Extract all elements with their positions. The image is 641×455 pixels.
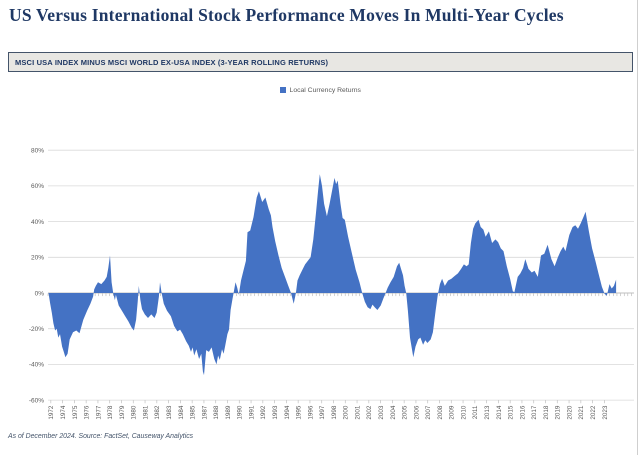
svg-text:0%: 0% — [35, 290, 45, 297]
svg-text:1979: 1979 — [119, 405, 126, 420]
svg-text:2008: 2008 — [437, 405, 444, 420]
svg-text:1977: 1977 — [95, 405, 102, 420]
chart-banner: MSCI USA INDEX MINUS MSCI WORLD EX-USA I… — [8, 52, 633, 72]
svg-text:2002: 2002 — [366, 405, 373, 420]
slide-right-border — [637, 0, 638, 455]
svg-text:1992: 1992 — [260, 405, 267, 420]
svg-text:2006: 2006 — [413, 405, 420, 420]
chart-svg: 80% 60% 40% 20% 0% -20% -40% -60% 1972 1974 1975 19… — [29, 148, 634, 420]
svg-text:2013: 2013 — [484, 405, 491, 420]
svg-text:1988: 1988 — [213, 405, 220, 420]
svg-text:-20%: -20% — [29, 326, 44, 333]
footnote: As of December 2024. Source: FactSet, Ca… — [8, 433, 194, 440]
svg-text:2018: 2018 — [543, 405, 550, 420]
svg-text:2016: 2016 — [519, 405, 526, 420]
svg-text:1990: 1990 — [237, 405, 244, 420]
svg-text:1976: 1976 — [84, 405, 91, 420]
svg-text:2003: 2003 — [378, 405, 385, 420]
svg-text:1972: 1972 — [48, 405, 55, 420]
svg-text:1997: 1997 — [319, 405, 326, 420]
svg-text:1974: 1974 — [60, 405, 67, 420]
svg-text:2001: 2001 — [354, 405, 361, 420]
svg-text:2015: 2015 — [508, 405, 515, 420]
svg-text:2022: 2022 — [590, 405, 597, 420]
svg-text:1994: 1994 — [284, 405, 291, 420]
chart-banner-label: MSCI USA INDEX MINUS MSCI WORLD EX-USA I… — [15, 57, 329, 67]
svg-text:1998: 1998 — [331, 405, 338, 420]
svg-text:1982: 1982 — [154, 405, 161, 420]
svg-text:60%: 60% — [31, 183, 44, 190]
svg-text:2023: 2023 — [602, 405, 609, 420]
svg-text:1980: 1980 — [131, 405, 138, 420]
svg-text:2021: 2021 — [578, 405, 585, 420]
legend-label: Local Currency Returns — [289, 86, 361, 94]
svg-text:2000: 2000 — [343, 405, 350, 420]
svg-text:2009: 2009 — [449, 405, 456, 420]
svg-text:1975: 1975 — [72, 405, 79, 420]
svg-text:1985: 1985 — [190, 405, 197, 420]
svg-text:2019: 2019 — [555, 405, 562, 420]
legend-swatch — [280, 87, 286, 93]
svg-text:2017: 2017 — [531, 405, 538, 420]
svg-text:1989: 1989 — [225, 405, 232, 420]
svg-text:2014: 2014 — [496, 405, 503, 420]
svg-text:-60%: -60% — [29, 397, 44, 404]
series-area — [48, 174, 617, 376]
svg-text:1978: 1978 — [107, 405, 114, 420]
svg-text:1993: 1993 — [272, 405, 279, 420]
area-chart: 80% 60% 40% 20% 0% -20% -40% -60% 1972 1974 1975 19… — [0, 100, 641, 435]
svg-text:20%: 20% — [31, 255, 44, 262]
svg-text:2010: 2010 — [460, 405, 467, 420]
svg-text:-40%: -40% — [29, 362, 44, 369]
svg-text:80%: 80% — [31, 148, 44, 155]
page-title: US Versus International Stock Performanc… — [9, 5, 564, 25]
svg-text:40%: 40% — [31, 219, 44, 226]
svg-text:1995: 1995 — [296, 405, 303, 420]
svg-text:1987: 1987 — [201, 405, 208, 420]
svg-text:1983: 1983 — [166, 405, 173, 420]
legend: Local Currency Returns — [0, 85, 641, 95]
svg-text:2020: 2020 — [566, 405, 573, 420]
svg-text:2004: 2004 — [390, 405, 397, 420]
svg-text:1996: 1996 — [307, 405, 314, 420]
svg-text:1991: 1991 — [248, 405, 255, 420]
svg-text:2005: 2005 — [402, 405, 409, 420]
svg-text:2011: 2011 — [472, 405, 479, 419]
svg-text:2007: 2007 — [425, 405, 432, 420]
svg-text:1981: 1981 — [142, 405, 149, 420]
svg-text:1984: 1984 — [178, 405, 185, 420]
